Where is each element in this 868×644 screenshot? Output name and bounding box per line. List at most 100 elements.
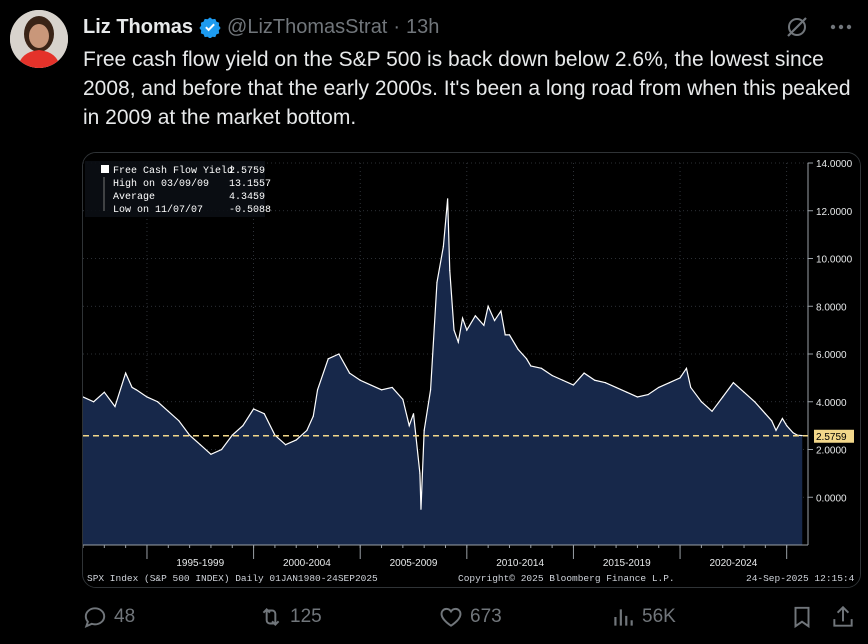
data-point: [359, 379, 361, 381]
x-tick-label: 2010-2014: [496, 558, 544, 569]
data-point: [786, 425, 788, 427]
footer-timestamp: 24-Sep-2025 12:15:4: [746, 573, 855, 584]
fcf-yield-area: [83, 198, 803, 545]
legend-low-label: Low on 11/07/07: [113, 204, 203, 216]
views-button[interactable]: 56K: [610, 604, 676, 630]
data-point: [423, 429, 425, 431]
legend-series-value: 2.5759: [229, 166, 265, 177]
share-button[interactable]: [830, 604, 856, 630]
data-point: [562, 379, 564, 381]
data-point: [647, 393, 649, 396]
data-point: [449, 269, 451, 272]
data-point: [295, 439, 297, 441]
data-point: [466, 329, 468, 331]
author-name[interactable]: Liz Thomas: [83, 15, 194, 38]
views-chart-icon: [614, 609, 633, 626]
bookmark-icon: [794, 606, 810, 629]
like-count: 673: [470, 606, 502, 627]
data-point: [189, 434, 191, 436]
y-tick-label: 6.0000: [816, 350, 847, 361]
data-point: [530, 365, 532, 367]
data-point: [792, 432, 794, 434]
data-point: [732, 382, 734, 384]
data-point: [461, 317, 464, 319]
data-point: [457, 341, 459, 343]
data-point: [604, 382, 607, 384]
data-point: [135, 389, 137, 391]
post-time[interactable]: 13h: [406, 15, 440, 38]
data-point: [685, 367, 688, 369]
data-point: [338, 353, 340, 355]
data-point: [551, 374, 553, 377]
data-point: [572, 384, 575, 386]
data-point: [781, 417, 784, 420]
reply-button[interactable]: 48: [82, 604, 135, 630]
repost-icon: [262, 608, 280, 626]
data-point: [199, 444, 201, 446]
data-point: [157, 401, 159, 403]
data-point: [615, 386, 617, 389]
data-point: [504, 334, 506, 336]
data-point: [722, 396, 724, 398]
data-point: [210, 453, 212, 455]
avatar[interactable]: [10, 10, 68, 68]
data-point: [178, 420, 180, 422]
data-point: [754, 401, 756, 403]
legend-avg-value: 4.3459: [229, 192, 265, 203]
author-handle[interactable]: @LizThomasStrat: [227, 15, 388, 38]
x-tick-label: 2005-2009: [390, 558, 438, 569]
data-point: [252, 408, 255, 410]
repost-button[interactable]: 125: [258, 604, 322, 630]
tweet-header: Liz Thomas @LizThomasStrat · 13h: [83, 14, 439, 40]
data-point: [306, 429, 308, 431]
reply-count: 48: [114, 606, 136, 627]
y-tick-label: 4.0000: [816, 398, 847, 409]
verified-badge-icon: [199, 17, 221, 38]
x-tick-label: 2020-2024: [709, 558, 757, 569]
data-point: [517, 348, 519, 350]
chart-footer: SPX Index (S&P 500 INDEX) Daily 01JAN198…: [87, 573, 855, 584]
data-point: [412, 413, 415, 415]
separator-dot: ·: [393, 15, 401, 38]
grok-icon[interactable]: [784, 14, 810, 40]
view-count: 56K: [642, 606, 676, 627]
y-tick-label: 12.0000: [816, 207, 853, 218]
data-point: [263, 413, 265, 415]
legend-swatch: [101, 165, 109, 173]
data-point: [764, 413, 766, 415]
data-point: [636, 396, 639, 398]
more-options-icon[interactable]: [828, 14, 854, 40]
data-point: [771, 420, 773, 422]
data-point: [316, 389, 319, 391]
legend-low-value: -0.5088: [229, 205, 271, 216]
y-tick-label: 0.0000: [816, 493, 847, 504]
data-point: [114, 405, 116, 408]
like-button[interactable]: 673: [438, 604, 502, 630]
chart-image[interactable]: 0.0000 2.0000 4.0000 6.0000 8.0000 10.0000 12.…: [82, 152, 861, 588]
data-point: [242, 425, 244, 427]
data-point: [690, 386, 692, 389]
data-point: [312, 415, 314, 417]
data-point: [583, 372, 585, 374]
last-value-label: 2.5759: [816, 432, 847, 443]
chart-legend: Free Cash Flow Yield 2.5759 High on 03/0…: [85, 161, 271, 217]
legend-series-label: Free Cash Flow Yield: [113, 165, 233, 177]
fcf-yield-chart: 0.0000 2.0000 4.0000 6.0000 8.0000 10.0000 12.…: [83, 153, 860, 587]
share-icon: [833, 605, 853, 627]
data-point: [508, 334, 511, 336]
reply-icon: [84, 607, 106, 628]
x-tick-label: 2000-2004: [283, 558, 331, 569]
bookmark-button[interactable]: [789, 604, 815, 630]
data-point: [348, 372, 351, 374]
tweet-text: Free cash flow yield on the S&P 500 is b…: [83, 48, 851, 129]
data-point: [167, 410, 169, 412]
data-point: [658, 386, 660, 389]
last-value-tag: 2.5759: [814, 429, 854, 443]
data-point: [493, 319, 496, 322]
y-tick-label: 14.0000: [816, 159, 853, 170]
data-point: [231, 434, 233, 436]
data-point: [429, 389, 432, 391]
action-bar: 48 125 673 56K: [0, 598, 868, 642]
data-point: [679, 377, 681, 379]
heart-icon: [440, 607, 462, 627]
